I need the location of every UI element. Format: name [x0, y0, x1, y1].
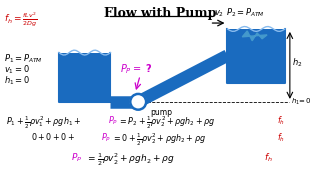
- Text: $= 0 + \frac{1}{2}\rho v_2^2 + \rho g h_2 + \rho g $: $= 0 + \frac{1}{2}\rho v_2^2 + \rho g h_…: [112, 131, 206, 148]
- Bar: [228, 29, 285, 83]
- Text: $v_1 = 0$: $v_1 = 0$: [4, 63, 30, 76]
- Text: $P_P$: $P_P$: [108, 115, 119, 127]
- Text: $f_h$: $f_h$: [264, 151, 273, 164]
- Text: $P_P$: $P_P$: [71, 151, 82, 164]
- Text: $= P_2 + \frac{1}{2}\rho v_2^2 + \rho g h_2 + \rho g $: $= P_2 + \frac{1}{2}\rho v_2^2 + \rho g …: [118, 115, 216, 131]
- Text: $= \frac{1}{2}\rho v_2^2 + \rho g h_2 + \rho g $: $= \frac{1}{2}\rho v_2^2 + \rho g h_2 + …: [86, 151, 174, 168]
- Text: $P_P$: $P_P$: [100, 131, 111, 144]
- Text: Flow with Pump: Flow with Pump: [104, 7, 216, 20]
- Text: $h_1 = 0$: $h_1 = 0$: [4, 74, 31, 87]
- Text: $P_P = $ ?: $P_P = $ ?: [120, 62, 153, 76]
- Text: $h_1\!=\!0$: $h_1\!=\!0$: [291, 97, 311, 107]
- Text: $f_h = \frac{fLv^2}{2Dg}$: $f_h = \frac{fLv^2}{2Dg}$: [4, 11, 38, 30]
- Text: $v_2$: $v_2$: [213, 9, 224, 19]
- Circle shape: [130, 94, 146, 110]
- Polygon shape: [242, 31, 267, 41]
- Text: $P_1 = P_{ATM}$: $P_1 = P_{ATM}$: [4, 53, 43, 65]
- Text: $h_2$: $h_2$: [292, 56, 302, 69]
- Text: $f_h$: $f_h$: [277, 131, 285, 144]
- Bar: [59, 53, 110, 102]
- Text: $0 + 0 + 0 + $: $0 + 0 + 0 + $: [31, 131, 76, 142]
- Text: $f_h$: $f_h$: [277, 115, 285, 127]
- Text: pump: pump: [150, 108, 172, 117]
- Text: $P_1 + \frac{1}{2}\rho v_1^2 + \rho g h_1 + $: $P_1 + \frac{1}{2}\rho v_1^2 + \rho g h_…: [6, 115, 82, 131]
- Text: $P_2 = P_{ATM}$: $P_2 = P_{ATM}$: [227, 7, 265, 19]
